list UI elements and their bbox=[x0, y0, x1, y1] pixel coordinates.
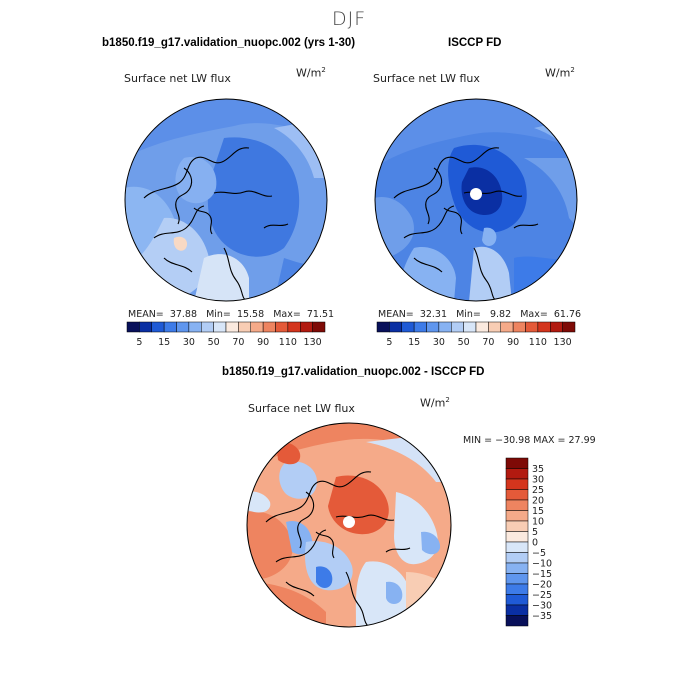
diff-colorbar-label: 30 bbox=[532, 475, 544, 486]
obs-colorbar-box bbox=[562, 321, 576, 333]
diff-colorbar-label: 0 bbox=[532, 538, 538, 549]
obs-colorbar-box bbox=[550, 321, 563, 333]
obs-colorbar-label: 30 bbox=[433, 337, 445, 348]
obs-colorbar-box bbox=[376, 321, 390, 333]
diff-units: W/m2 bbox=[420, 396, 450, 410]
obs-colorbar-box bbox=[426, 321, 440, 333]
diff-colorbar-box bbox=[505, 520, 529, 532]
obs-colorbar-label: 110 bbox=[529, 337, 547, 348]
diff-colorbar-label: 10 bbox=[532, 517, 544, 528]
obs-colorbar-label: 90 bbox=[507, 337, 519, 348]
obs-colorbar-box bbox=[537, 321, 551, 333]
diff-colorbar-label: −15 bbox=[532, 569, 552, 580]
model-colorbar-label: 15 bbox=[158, 337, 170, 348]
diff-colorbar-label: 35 bbox=[532, 464, 544, 475]
obs-panel-title: ISCCP FD bbox=[448, 37, 502, 49]
diff-colorbar-box bbox=[505, 541, 529, 553]
obs-colorbar-box bbox=[389, 321, 402, 333]
model-colorbar-label: 110 bbox=[279, 337, 297, 348]
model-colorbar-box bbox=[126, 321, 140, 333]
diff-colorbar-box bbox=[505, 604, 529, 616]
diff-colorbar-label: 20 bbox=[532, 496, 544, 507]
model-colorbar-box bbox=[287, 321, 301, 333]
obs-field-label: Surface net LW flux bbox=[373, 72, 480, 85]
diff-colorbar-box bbox=[505, 573, 529, 585]
diff-colorbar-box bbox=[505, 478, 529, 490]
diff-panel-title: b1850.f19_g17.validation_nuopc.002 - ISC… bbox=[222, 366, 485, 378]
obs-colorbar-box bbox=[438, 321, 452, 333]
diff-colorbar-label: 5 bbox=[532, 527, 538, 538]
diff-colorbar-box bbox=[505, 468, 529, 480]
diff-colorbar-box bbox=[505, 615, 529, 627]
diff-colorbar-label: 25 bbox=[532, 485, 544, 496]
obs-colorbar-box bbox=[512, 321, 526, 333]
model-units: W/m2 bbox=[296, 66, 326, 80]
model-colorbar-label: 70 bbox=[232, 337, 244, 348]
diff-colorbar-label: −30 bbox=[532, 601, 552, 612]
diff-colorbar-box bbox=[505, 499, 529, 511]
model-colorbar-box bbox=[250, 321, 264, 333]
obs-units: W/m2 bbox=[545, 66, 575, 80]
obs-colorbar-box bbox=[475, 321, 489, 333]
diff-colorbar-label: −20 bbox=[532, 580, 552, 591]
obs-stats: MEAN= 32.31 Min= 9.82 Max= 61.76 bbox=[378, 309, 582, 320]
model-stats: MEAN= 37.88 Min= 15.58 Max= 71.51 bbox=[128, 309, 335, 320]
model-colorbar-label: 30 bbox=[183, 337, 195, 348]
model-colorbar-box bbox=[262, 321, 276, 333]
diff-field-label: Surface net LW flux bbox=[248, 402, 355, 415]
diff-colorbar-label: −35 bbox=[532, 611, 552, 622]
model-colorbar-box bbox=[176, 321, 190, 333]
obs-colorbar-box bbox=[451, 321, 464, 333]
obs-colorbar-label: 50 bbox=[458, 337, 470, 348]
obs-colorbar-label: 15 bbox=[408, 337, 420, 348]
season-title: DJF bbox=[332, 8, 367, 30]
diff-colorbar-box bbox=[505, 562, 529, 574]
model-colorbar-label: 90 bbox=[257, 337, 269, 348]
diff-colorbar-label: −25 bbox=[532, 590, 552, 601]
diff-colorbar-box bbox=[505, 552, 529, 564]
diff-colorbar-box bbox=[505, 457, 529, 469]
model-colorbar-box bbox=[238, 321, 251, 333]
model-colorbar-box bbox=[151, 321, 165, 333]
model-colorbar-box bbox=[188, 321, 202, 333]
model-colorbar-box bbox=[275, 321, 289, 333]
diff-colorbar-label: 15 bbox=[532, 506, 544, 517]
obs-colorbar-label: 70 bbox=[482, 337, 494, 348]
model-panel-title: b1850.f19_g17.validation_nuopc.002 (yrs … bbox=[102, 37, 356, 49]
model-colorbar-box bbox=[225, 321, 239, 333]
model-colorbar-box bbox=[300, 321, 313, 333]
model-polar-map bbox=[124, 98, 328, 302]
model-field-label: Surface net LW flux bbox=[124, 72, 231, 85]
model-colorbar: 5 15 30 50 70 90 110 130 bbox=[126, 321, 326, 348]
diff-polar-map bbox=[246, 422, 452, 628]
obs-colorbar-box bbox=[488, 321, 501, 333]
model-colorbar-label: 50 bbox=[208, 337, 220, 348]
diff-colorbar-box bbox=[505, 531, 529, 543]
obs-colorbar-box bbox=[401, 321, 415, 333]
model-colorbar-box bbox=[163, 321, 177, 333]
obs-colorbar-label: 5 bbox=[386, 337, 392, 348]
diff-colorbar-box bbox=[505, 583, 529, 595]
obs-colorbar-box bbox=[413, 321, 427, 333]
obs-colorbar-box bbox=[463, 321, 477, 333]
obs-colorbar: 5 15 30 50 70 90 110 130 bbox=[376, 321, 576, 348]
model-colorbar-box bbox=[213, 321, 227, 333]
diff-colorbar-label: −5 bbox=[532, 548, 546, 559]
model-colorbar-box bbox=[312, 321, 326, 333]
model-colorbar-label: 130 bbox=[304, 337, 322, 348]
diff-colorbar-box bbox=[505, 489, 529, 501]
model-colorbar-box bbox=[201, 321, 214, 333]
diff-colorbar-box bbox=[505, 594, 529, 606]
model-colorbar-label: 5 bbox=[136, 337, 142, 348]
obs-polar-map bbox=[374, 98, 578, 302]
diff-colorbar-label: −10 bbox=[532, 559, 552, 570]
diff-colorbar-box bbox=[505, 510, 529, 522]
obs-colorbar-label: 130 bbox=[554, 337, 572, 348]
diff-minmax: MIN = −30.98 MAX = 27.99 bbox=[463, 435, 596, 446]
model-colorbar-box bbox=[139, 321, 152, 333]
obs-colorbar-box bbox=[500, 321, 514, 333]
obs-colorbar-box bbox=[525, 321, 539, 333]
